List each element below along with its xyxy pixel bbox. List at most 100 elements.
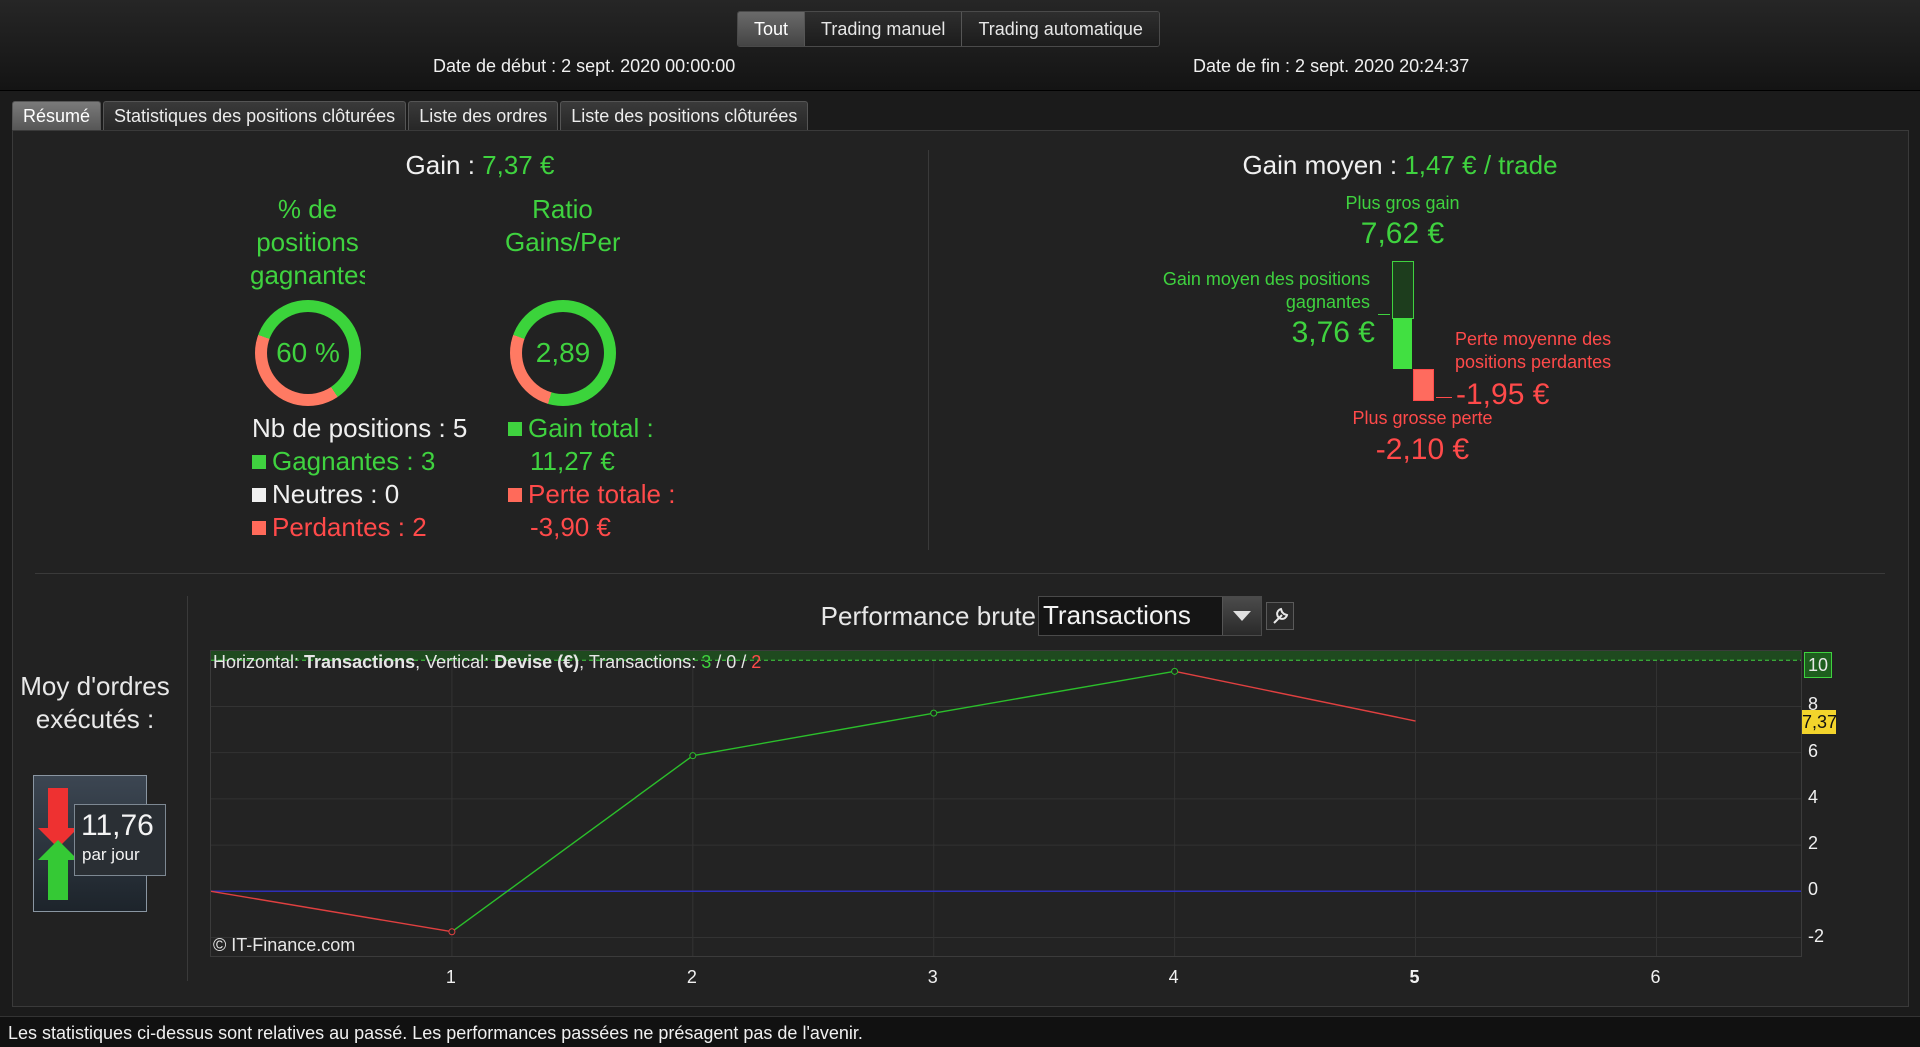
loss-segment [1174,670,1416,722]
total-gain-square-icon [508,422,522,436]
tab-closed-stats[interactable]: Statistiques des positions clôturées [103,101,407,131]
performance-chart: Horizontal: Transactions, Vertical: Devi… [210,650,1802,957]
biggest-loss-value: -2,10 € [1375,433,1470,466]
info-win-count: 3 [701,652,712,672]
total-loss-value: -3,90 € [530,512,611,542]
vertical-divider [928,150,929,550]
y-tick-label: 0 [1808,879,1819,900]
total-gain-value: 11,27 € [530,446,615,476]
orders-value-box: 11,76 par jour [74,804,166,876]
losers-square-icon [252,521,266,535]
y-tick-label: 4 [1808,786,1819,807]
ratio-value: 2,89 [522,312,604,394]
ratio-gauge: 2,89 [510,300,616,406]
dropdown-chevron-icon[interactable] [1222,597,1261,635]
data-point [1171,667,1179,675]
win-pct-gauge: 60 % [255,300,361,406]
x-tick-label: 4 [1168,967,1179,987]
performance-title: Performance brute [820,601,1036,631]
gain-title: Gain : 7,37 € [330,150,630,181]
average-loss-label: Perte moyenne des positions perdantes [1455,329,1612,372]
x-tick-label: 1 [445,967,456,987]
info-neutral-count: 0 [726,652,737,672]
average-loss-value: -1,95 € [1456,378,1550,411]
footer-disclaimer: Les statistiques ci-dessus sont relative… [8,1023,863,1043]
average-gain-title: Gain moyen : 1,47 € / trade [1150,150,1650,181]
mode-all-button[interactable]: Tout [738,12,806,46]
total-gain-label: Gain total : [528,413,654,443]
info-sep-1: / [711,652,727,672]
data-point [448,928,456,936]
biggest-gain-value: 7,62 € [1360,217,1445,250]
neutral-square-icon [252,488,266,502]
performance-chart-svg [211,651,1801,956]
info-vertical: Devise (€) [494,652,580,672]
average-gain-bar [1393,318,1412,369]
settings-wrench-icon[interactable] [1266,602,1294,630]
info-prefix: Horizontal: [213,652,305,672]
info-horizontal: Transactions [304,652,416,672]
x-axis-select[interactable]: Transactions [1038,596,1262,636]
winners-count: Gagnantes : 3 [272,446,436,476]
y-tick-label: 8 [1808,694,1819,715]
target-tag: 10 [1804,652,1832,678]
winners-line: Gagnantes : 3 [252,445,467,478]
orders-value: 11,76 [81,809,154,842]
total-loss-label: Perte totale : [528,479,676,509]
losers-count: Perdantes : 2 [272,512,427,542]
y-tick-label: -2 [1808,925,1825,946]
biggest-gain-bar [1392,261,1414,319]
tab-orders[interactable]: Liste des ordres [408,101,559,131]
chart-info-line: Horizontal: Transactions, Vertical: Devi… [213,652,761,673]
nb-positions: Nb de positions : 5 [252,413,468,443]
win-pct-title: % de positions gagnantes [250,194,365,290]
biggest-gain-label: Plus gros gain [1345,193,1460,213]
chart-copyright: © IT-Finance.com [213,935,356,955]
info-sep-2: / [736,652,752,672]
footer-bar: Les statistiques ci-dessus sont relative… [0,1016,1920,1047]
orders-unit: par jour [82,845,140,864]
total-loss-line: Perte totale : [508,478,675,511]
average-win-label: Gain moyen des positions gagnantes [1162,269,1370,312]
info-mid: , Vertical: [415,652,495,672]
horizontal-divider [35,573,1885,574]
average-win-pointer [1378,314,1390,315]
header-bar: Tout Trading manuel Trading automatique … [0,0,1920,91]
ratio-title: Ratio Gains/Pertes [505,194,620,257]
x-tick-label: 5 [1409,967,1420,987]
losers-line: Perdantes : 2 [252,511,467,544]
gain-segment [933,670,1175,714]
tab-bar: Résumé Statistiques des positions clôtur… [12,101,810,131]
mode-manual-button[interactable]: Trading manuel [805,12,963,46]
tab-closed-positions[interactable]: Liste des positions clôturées [560,101,809,131]
mode-selector: Tout Trading manuel Trading automatique [737,11,1160,47]
orders-title: Moy d'ordres exécutés : [20,671,170,734]
gain-label: Gain : [405,150,483,180]
neutral-line: Neutres : 0 [252,478,467,511]
y-tick-label: 6 [1808,740,1819,761]
gain-segment [451,755,694,933]
info-transactions: , Transactions: [579,652,702,672]
end-date: Date de fin : 2 sept. 2020 20:24:37 [1193,56,1470,76]
mode-auto-button[interactable]: Trading automatique [962,12,1159,46]
average-win-value: 3,76 € [1291,316,1375,349]
info-loss-count: 2 [751,652,762,672]
x-tick-label: 2 [686,967,697,987]
tab-summary[interactable]: Résumé [12,101,102,131]
winners-square-icon [252,455,266,469]
totals-stats: Gain total : 11,27 € Perte totale : -3,9… [508,412,675,544]
target-band [211,651,1801,661]
x-axis-select-value: Transactions [1043,600,1191,630]
data-point [930,709,938,717]
average-loss-pointer [1436,397,1452,398]
average-loss-bar [1413,369,1434,401]
x-tick-label: 6 [1650,967,1661,987]
buy-sell-arrows-icon [38,788,78,900]
total-loss-square-icon [508,488,522,502]
average-gain-label: Gain moyen : [1242,150,1405,180]
positions-stats: Nb de positions : 5 Gagnantes : 3 Neutre… [252,412,467,544]
biggest-loss-label: Plus grosse perte [1352,408,1493,428]
win-pct-value: 60 % [267,312,349,394]
data-point [689,752,697,760]
y-tick-label: 2 [1808,833,1819,854]
